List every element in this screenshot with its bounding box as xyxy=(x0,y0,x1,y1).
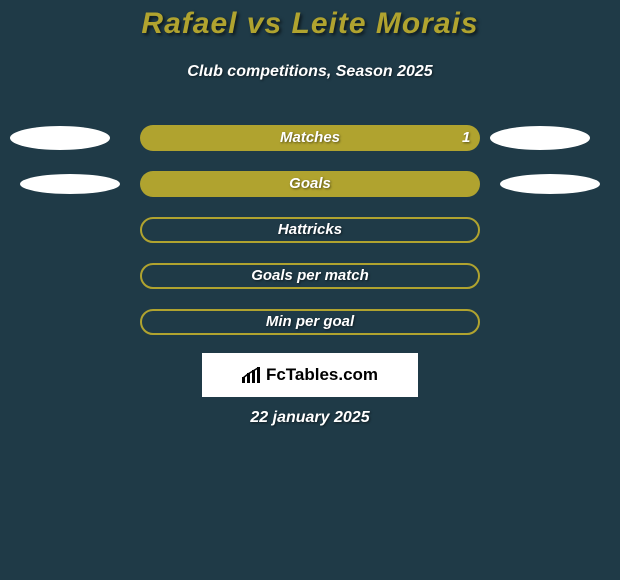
chart-date: 22 january 2025 xyxy=(0,409,620,427)
stat-row: Goals xyxy=(0,171,620,197)
stat-row: Goals per match xyxy=(0,263,620,289)
comparison-chart: Rafael vs Leite Morais Club competitions… xyxy=(0,0,620,580)
bars-icon xyxy=(242,367,262,383)
left-value-ellipse xyxy=(20,174,120,194)
stat-label: Goals per match xyxy=(142,265,478,287)
right-value-ellipse xyxy=(500,174,600,194)
logo-box: FcTables.com xyxy=(202,353,418,397)
stat-row: Matches1 xyxy=(0,125,620,151)
stat-bar: Matches1 xyxy=(140,125,480,151)
right-value-ellipse xyxy=(490,126,590,150)
logo: FcTables.com xyxy=(242,365,378,385)
stat-label: Hattricks xyxy=(142,219,478,241)
stat-row: Min per goal xyxy=(0,309,620,335)
stat-label: Goals xyxy=(140,171,480,197)
chart-subtitle: Club competitions, Season 2025 xyxy=(0,63,620,81)
stat-label: Min per goal xyxy=(142,311,478,333)
stat-value-right: 1 xyxy=(462,125,470,151)
stat-bar: Min per goal xyxy=(140,309,480,335)
stat-bar: Hattricks xyxy=(140,217,480,243)
logo-text: FcTables.com xyxy=(266,365,378,385)
chart-title: Rafael vs Leite Morais xyxy=(0,7,620,41)
stat-row: Hattricks xyxy=(0,217,620,243)
stat-label: Matches xyxy=(140,125,480,151)
stat-bar: Goals xyxy=(140,171,480,197)
stat-bar: Goals per match xyxy=(140,263,480,289)
left-value-ellipse xyxy=(10,126,110,150)
